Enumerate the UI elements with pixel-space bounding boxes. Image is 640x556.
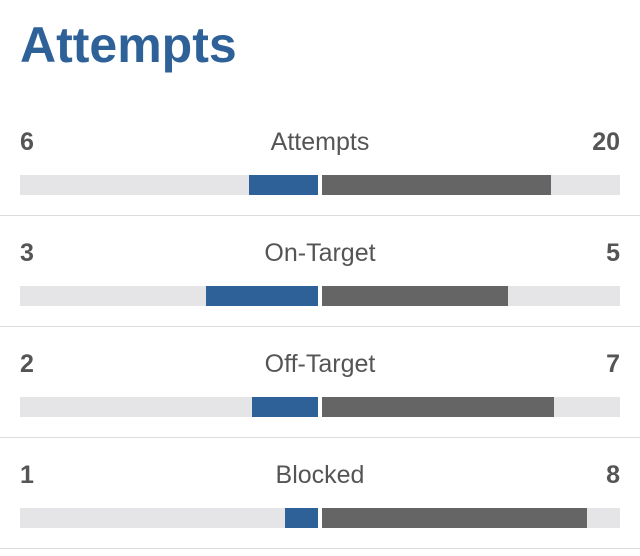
section-title: Attempts <box>20 17 237 73</box>
away-track <box>322 508 620 528</box>
stat-label: Blocked <box>275 461 365 489</box>
home-track <box>20 286 318 306</box>
home-track <box>20 175 318 195</box>
away-value: 20 <box>592 128 620 156</box>
away-value: 8 <box>606 461 620 489</box>
home-value: 6 <box>20 128 34 156</box>
home-bar <box>251 397 318 417</box>
home-bar <box>249 175 318 195</box>
away-value: 5 <box>606 239 620 267</box>
home-track <box>20 397 318 417</box>
home-value: 3 <box>20 239 34 267</box>
away-track <box>322 286 620 306</box>
home-bar <box>284 508 318 528</box>
stat-row: 6 Attempts 20 <box>0 105 640 216</box>
away-bar <box>322 175 552 195</box>
away-bar <box>322 286 509 306</box>
stat-row: 1 Blocked 8 <box>0 438 640 549</box>
home-bar <box>206 286 318 306</box>
stat-label: On-Target <box>264 239 376 267</box>
home-value: 1 <box>20 461 34 489</box>
away-track <box>322 175 620 195</box>
away-value: 7 <box>606 350 620 378</box>
home-track <box>20 508 318 528</box>
away-bar <box>322 397 554 417</box>
stat-label: Off-Target <box>264 350 376 378</box>
stat-label: Attempts <box>270 128 370 156</box>
stat-row: 2 Off-Target 7 <box>0 327 640 438</box>
stat-row: 3 On-Target 5 <box>0 216 640 327</box>
away-track <box>322 397 620 417</box>
home-value: 2 <box>20 350 34 378</box>
away-bar <box>322 508 587 528</box>
